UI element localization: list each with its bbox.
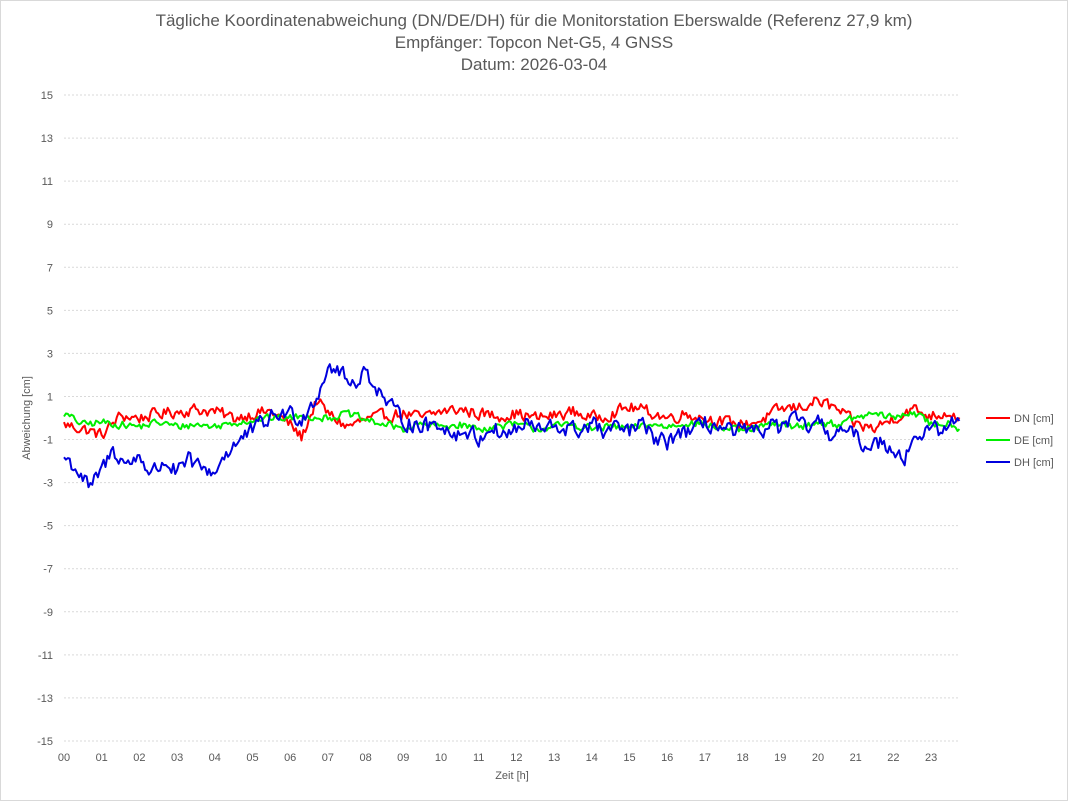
y-tick-label: -7	[43, 564, 53, 576]
x-tick-label: 01	[96, 752, 108, 764]
x-tick-label: 14	[586, 752, 598, 764]
x-tick-label: 18	[736, 752, 748, 764]
x-tick-label: 08	[359, 752, 371, 764]
chart-title-line-2: Empfänger: Topcon Net-G5, 4 GNSS	[394, 33, 674, 52]
y-tick-label: 7	[47, 262, 53, 274]
series-line-de	[63, 409, 961, 433]
x-tick-label: 11	[473, 752, 484, 764]
x-tick-label: 20	[812, 752, 824, 764]
x-tick-label: 09	[397, 752, 409, 764]
legend-label: DN [cm]	[1014, 413, 1054, 425]
legend-label: DE [cm]	[1014, 435, 1053, 447]
y-tick-label: 13	[41, 133, 53, 145]
y-tick-label: 15	[41, 90, 53, 102]
gridlines	[64, 94, 960, 742]
y-tick-label: -13	[37, 693, 53, 705]
y-tick-label: -1	[43, 435, 53, 447]
series-lines	[63, 363, 961, 489]
y-axis-ticks: 15 13 11 9 7 5 3 1 -1 -3 -5 -7 -9 -11 -13 -15	[37, 90, 53, 748]
x-tick-label: 22	[887, 752, 899, 764]
y-tick-label: 1	[47, 391, 53, 403]
chart-title: Tägliche Koordinatenabweichung (DN/DE/DH…	[0, 10, 1068, 76]
x-tick-label: 02	[133, 752, 145, 764]
x-tick-label: 23	[925, 752, 937, 764]
y-tick-label: -11	[38, 650, 53, 662]
y-tick-label: 5	[47, 305, 53, 317]
x-axis-ticks: 00 01 02 03 04 05 06 07 08 09 10 11 12 13 14 15 16 17 18 19…	[58, 752, 937, 764]
y-tick-label: 9	[47, 219, 53, 231]
y-tick-label: -5	[43, 521, 53, 533]
x-tick-label: 17	[699, 752, 711, 764]
y-tick-label: -9	[43, 607, 53, 619]
x-tick-label: 15	[623, 752, 635, 764]
x-tick-label: 16	[661, 752, 673, 764]
y-tick-label: -15	[37, 736, 53, 748]
x-tick-label: 19	[774, 752, 786, 764]
y-tick-label: 11	[42, 176, 53, 188]
x-tick-label: 10	[435, 752, 447, 764]
legend: DN [cm] DE [cm] DH [cm]	[986, 413, 1054, 469]
x-tick-label: 04	[209, 752, 221, 764]
x-tick-label: 07	[322, 752, 334, 764]
x-tick-label: 00	[58, 752, 70, 764]
x-tick-label: 21	[850, 752, 862, 764]
chart-title-line-3: Datum: 2026-03-04	[460, 55, 608, 74]
y-tick-label: 3	[47, 348, 53, 360]
x-tick-label: 13	[548, 752, 560, 764]
series-line-dn	[63, 396, 961, 442]
x-tick-label: 05	[246, 752, 258, 764]
x-axis-label: Zeit [h]	[495, 770, 529, 782]
chart-title-line-1: Tägliche Koordinatenabweichung (DN/DE/DH…	[155, 11, 913, 30]
y-axis-label: Abweichung [cm]	[21, 376, 33, 460]
x-tick-label: 03	[171, 752, 183, 764]
legend-label: DH [cm]	[1014, 457, 1054, 469]
x-tick-label: 06	[284, 752, 296, 764]
x-tick-label: 12	[510, 752, 522, 764]
y-tick-label: -3	[43, 478, 53, 490]
series-line-dh	[63, 363, 961, 489]
